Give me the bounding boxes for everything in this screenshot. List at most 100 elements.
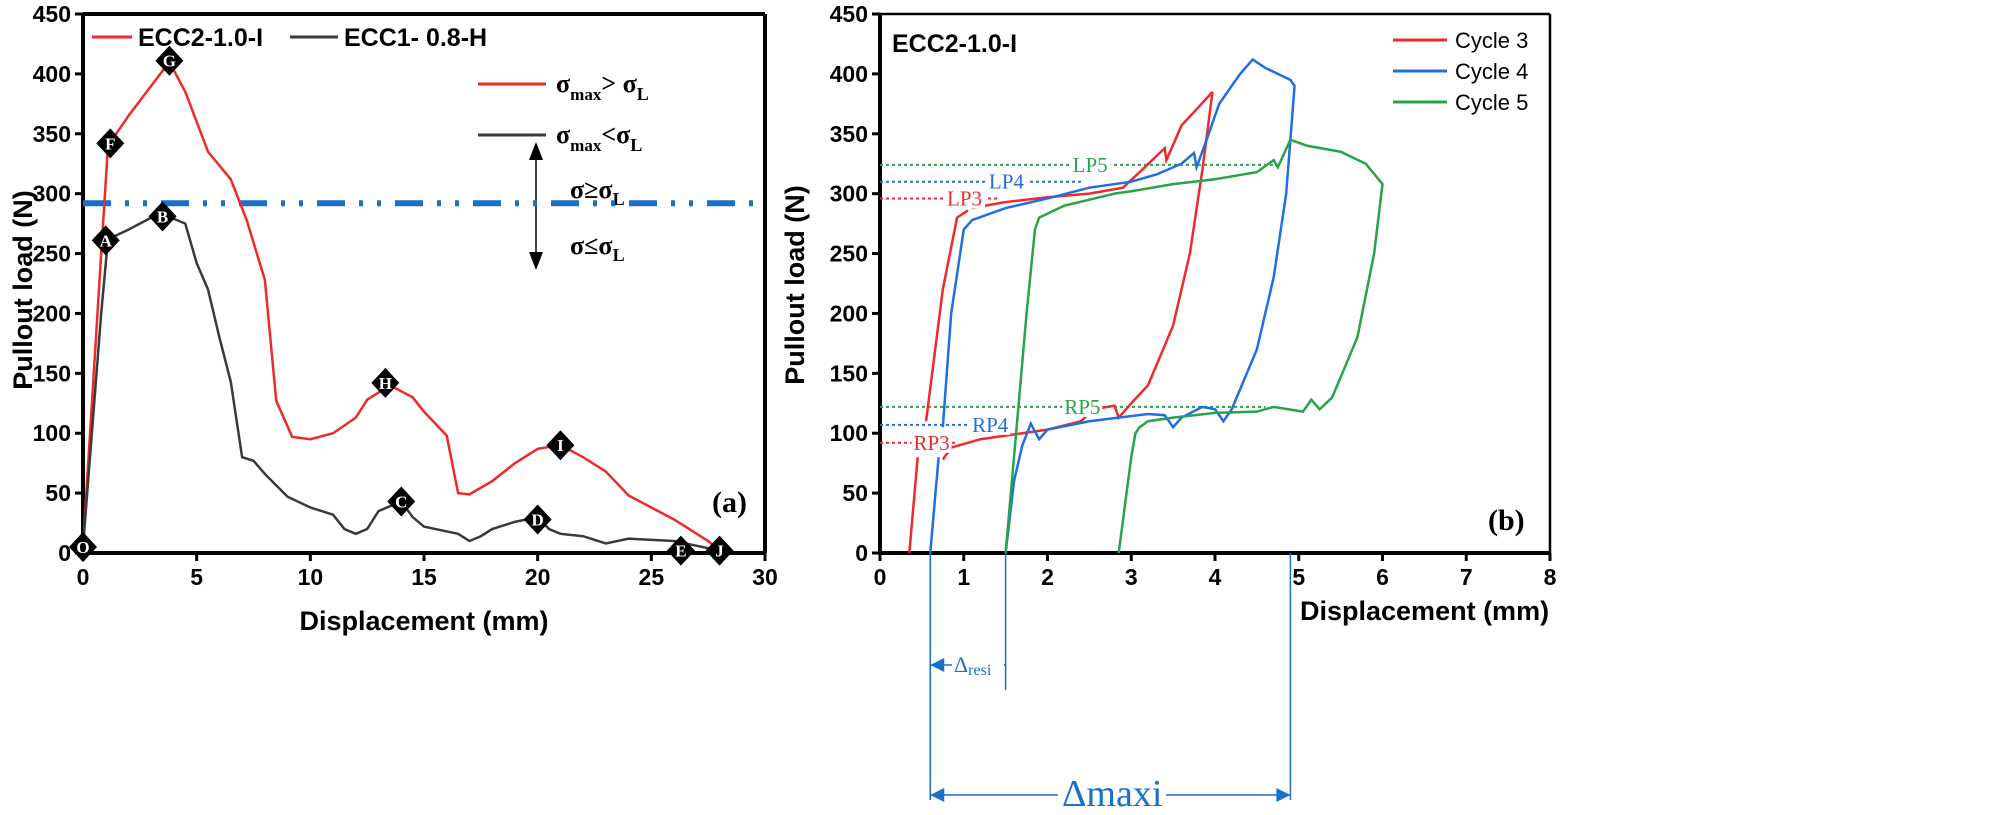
arrowhead-icon [930,788,945,802]
dimension-maxi-label-bg [1058,770,1166,812]
marker-label: O [76,538,89,557]
ref-label-bg [970,412,1011,435]
panel-a: Pullout load (N) Displacement (mm) (a) E… [8,24,747,636]
y-tick-label-b: 450 [830,1,868,27]
diamond-marker [155,45,184,76]
marker-label: D [532,510,544,529]
y-tick-label-b: 200 [830,300,868,326]
panel-b: Pullout load (N) Displacement (mm) ECC2-… [780,28,1549,626]
y-tick-label-a: 350 [33,121,71,147]
diamond-marker [371,367,400,398]
panel-label-b: (b) [1488,504,1525,537]
x-tick-label-b: 7 [1460,564,1473,590]
annotation-sigma-max-less: σmax<σL [556,120,642,155]
y-axis-title-b: Pullout load (N) [780,185,810,384]
marker-label: I [557,436,564,455]
x-tick-label-b: 5 [1292,564,1305,590]
y-axis-title-a: Pullout load (N) [8,190,38,389]
series-line-cycle3 [971,91,1214,210]
marker-label: A [100,231,113,250]
marker-label: C [395,492,407,511]
diamond-marker [546,430,575,461]
annotation-below-text: σ≤σ [570,231,613,260]
marker-g: G [155,45,184,76]
diamond-marker [148,201,177,232]
series-line-cycle4 [941,57,1296,554]
annotation-below: σ≤σL [570,231,625,265]
sigma-symbol: σ [556,69,570,98]
marker-i: I [546,430,575,461]
legend-label-cycle4: Cycle 4 [1455,59,1528,84]
y-tick-label-b: 50 [842,480,868,506]
y-tick-label-a: 300 [33,181,71,207]
diamond-marker [69,532,97,563]
sigma-subscript: max [570,136,602,155]
marker-c: C [387,486,416,517]
series-line-cycle3 [908,457,919,554]
y-tick-label-a: 150 [33,360,71,386]
marker-f: F [96,128,125,159]
sigma-subscript: L [637,84,649,104]
diamond-marker [96,128,125,159]
ref-label-lp3: LP3 [947,186,982,210]
diamond-marker [523,504,552,535]
series-line-ecc2 [81,59,721,552]
annotation-above-text: σ≥σ [570,175,613,204]
delta-symbol: Δ [954,652,968,677]
y-tick-label-b: 250 [830,241,868,267]
ref-label-rp4: RP4 [972,413,1009,437]
y-tick-label-a: 400 [33,61,71,87]
y-tick-label-b: 300 [830,181,868,207]
marker-label: H [379,374,392,393]
series-line-cycle3 [941,91,1214,461]
arrowhead-icon [930,658,945,672]
marker-a: A [91,225,120,256]
x-tick-label-b: 1 [957,564,970,590]
chart-marks: 0 5 10 15 20 25 30050100150200250300350400450O… [33,1,1557,802]
y-tick-label-a: 50 [45,480,71,506]
marker-label: E [675,542,686,561]
series-line-cycle3 [924,209,969,422]
y-tick-label-b: 100 [830,420,868,446]
series-line-cycle4 [929,457,940,554]
marker-label: J [715,542,724,561]
ref-label-bg [945,186,985,209]
legend-label-ecc1: ECC1- 0.8-H [344,24,487,52]
series-line-ecc1 [81,212,720,552]
x-tick-label-a: 5 [190,564,203,590]
x-axis-title-a: Displacement (mm) [299,606,548,636]
marker-o: O [69,532,97,563]
delta-subscript: resi [968,662,992,679]
marker-d: D [523,504,552,535]
sigma-relation: > σ [601,69,636,98]
x-tick-label-b: 4 [1209,564,1222,590]
y-tick-label-b: 350 [830,121,868,147]
series-line-cycle5 [1004,138,1384,554]
marker-label: F [105,134,115,153]
diamond-marker [91,225,120,256]
ref-label-bg [986,169,1027,192]
y-tick-label-b: 0 [855,540,868,566]
x-tick-label-b: 2 [1041,564,1054,590]
x-tick-label-a: 25 [639,564,665,590]
dimension-resi-label-bg [952,651,1004,677]
x-tick-label-b: 3 [1125,564,1138,590]
x-tick-label-a: 10 [298,564,324,590]
marker-b: B [148,201,177,232]
diamond-marker [666,535,695,566]
marker-label: G [163,52,176,71]
ref-label-bg [911,430,952,453]
ref-label-lp4: LP4 [989,170,1025,194]
x-axis-title-b: Displacement (mm) [1300,596,1549,626]
y-tick-label-a: 100 [33,420,71,446]
ref-label-rp5: RP5 [1064,395,1100,419]
diamond-marker [705,535,734,566]
y-tick-label-a: 450 [33,1,71,27]
ref-label-bg [1070,152,1111,175]
marker-j: J [705,535,734,566]
y-tick-label-a: 250 [33,241,71,267]
dimension-maxi-label: Δmaxi [1062,773,1162,815]
x-tick-label-a: 15 [411,564,437,590]
legend-label-ecc2: ECC2-1.0-I [138,24,263,52]
